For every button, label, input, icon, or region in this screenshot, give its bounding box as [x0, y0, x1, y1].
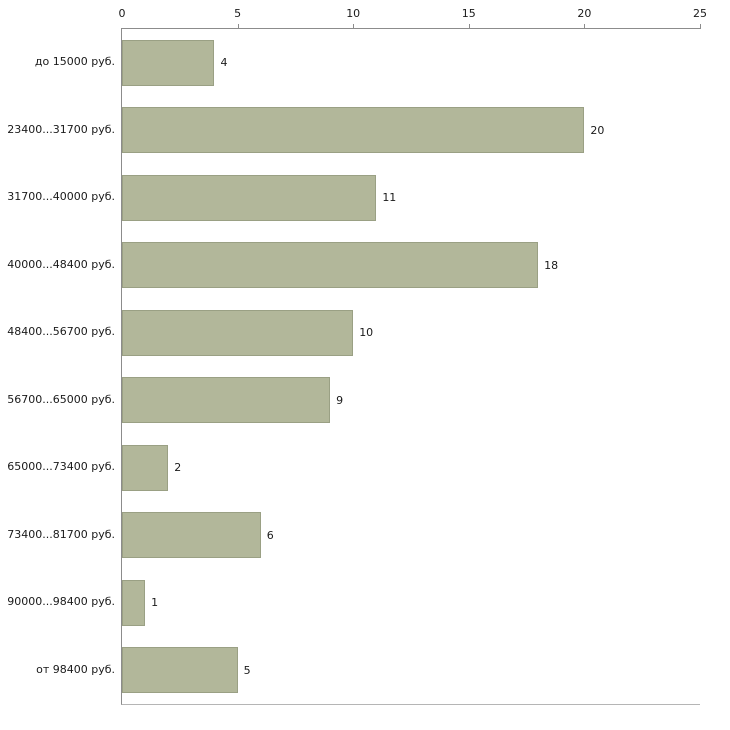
bar-row: 9 — [122, 367, 700, 435]
category-label: 31700...40000 руб. — [7, 190, 115, 204]
bar — [122, 579, 146, 626]
bar-value-label: 4 — [220, 56, 228, 70]
bar — [122, 377, 331, 424]
x-tick-label: 0 — [118, 7, 126, 20]
x-tick-label: 10 — [346, 7, 361, 20]
bar-value-label: 10 — [359, 326, 374, 340]
x-tick-mark — [237, 24, 239, 29]
bar-row: 10 — [122, 299, 700, 367]
bar — [122, 107, 585, 154]
bar-value-label: 1 — [151, 596, 159, 610]
bar — [122, 309, 354, 356]
category-label: от 98400 руб. — [36, 662, 115, 676]
category-axis: до 15000 руб. 23400...31700 руб. 31700...4… — [0, 28, 121, 705]
bar-row: 5 — [122, 637, 700, 705]
bar-row: 11 — [122, 164, 700, 232]
bar-row: 2 — [122, 434, 700, 502]
bar-row: 6 — [122, 502, 700, 570]
bar-value-label: 18 — [544, 258, 559, 272]
x-tick-label: 20 — [577, 7, 592, 20]
category-label: 56700...65000 руб. — [7, 392, 115, 406]
bar-value-label: 5 — [243, 663, 251, 677]
x-tick-label: 25 — [693, 7, 707, 20]
bar — [122, 512, 261, 559]
category-label: 73400...81700 руб. — [7, 527, 115, 541]
category-label: 40000...48400 руб. — [7, 257, 115, 271]
bar-row: 1 — [122, 569, 700, 637]
bar-row: 4 — [122, 29, 700, 97]
x-tick-label: 15 — [461, 7, 476, 20]
bar — [122, 39, 215, 86]
chart-body: до 15000 руб. 23400...31700 руб. 31700...4… — [0, 7, 707, 705]
category-label: 23400...31700 руб. — [7, 122, 115, 136]
bar-value-label: 2 — [174, 461, 182, 475]
bar-value-label: 20 — [590, 123, 605, 137]
category-label: 65000...73400 руб. — [7, 460, 115, 474]
bar — [122, 647, 238, 694]
category-label: 48400...56700 руб. — [7, 325, 115, 339]
plot-area: 0 5 10 15 20 25 4 20 11 18 10 9 2 6 1 5 — [119, 7, 707, 705]
category-label: до 15000 руб. — [34, 55, 115, 69]
bar-value-label: 9 — [336, 393, 344, 407]
x-tick-label: 5 — [234, 7, 242, 20]
bar — [122, 444, 169, 491]
bar-row: 20 — [122, 97, 700, 165]
x-tick-mark — [700, 24, 701, 29]
bar-value-label: 11 — [382, 191, 397, 205]
x-tick-mark — [468, 24, 470, 29]
bar-value-label: 6 — [266, 528, 274, 542]
x-tick-mark — [584, 24, 586, 29]
x-tick-mark — [353, 24, 355, 29]
category-label: 90000...98400 руб. — [7, 595, 115, 609]
bar — [122, 174, 377, 221]
bar-row: 18 — [122, 232, 700, 300]
bar — [122, 242, 539, 289]
